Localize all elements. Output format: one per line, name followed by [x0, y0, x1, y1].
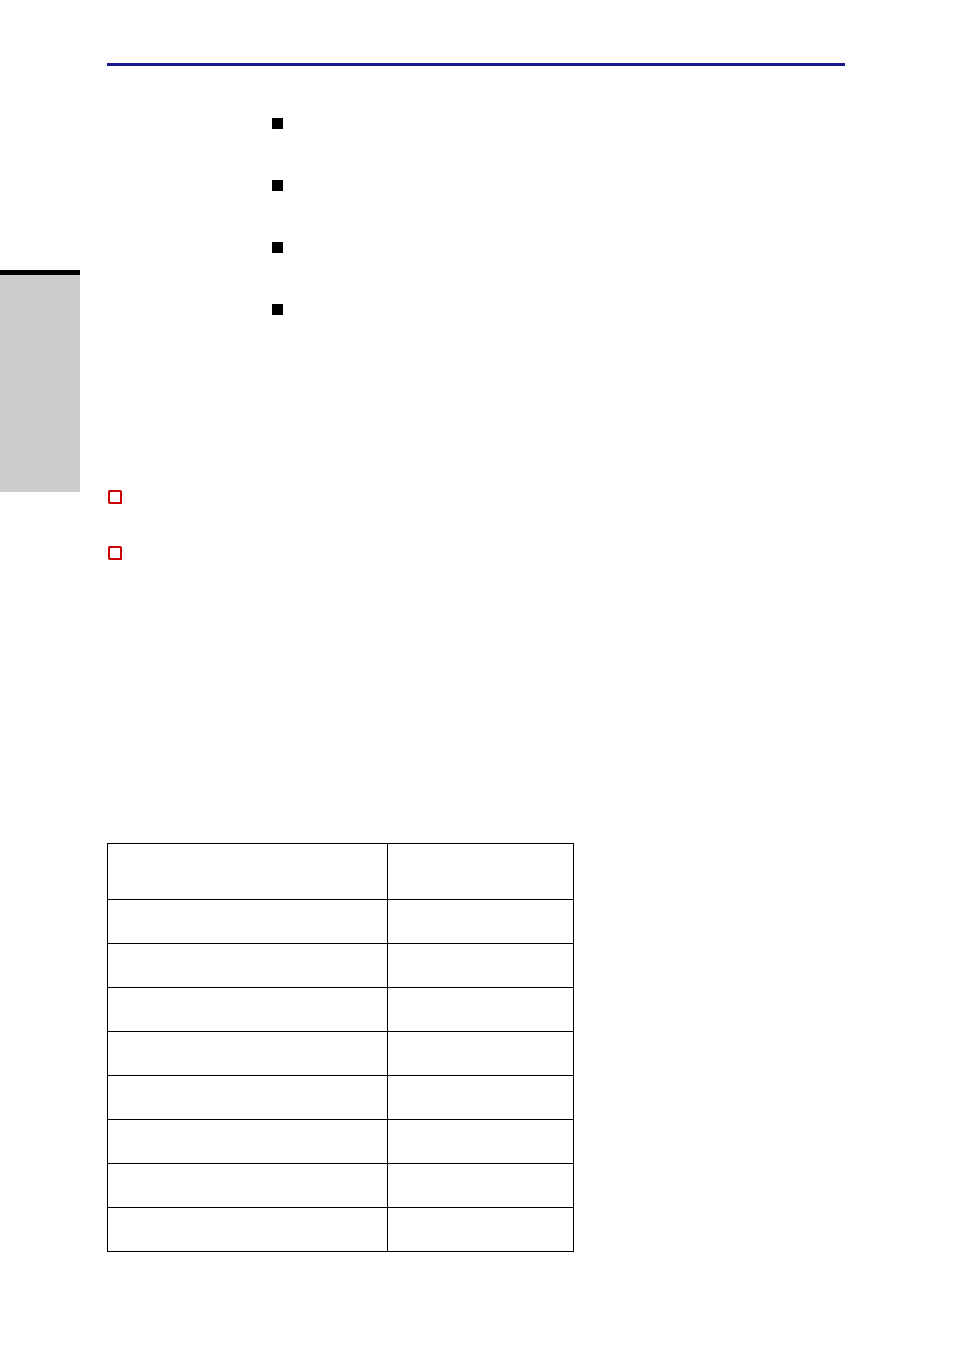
table-cell — [108, 944, 388, 988]
table-row — [108, 1164, 574, 1208]
table-row — [108, 1120, 574, 1164]
table-cell — [108, 1076, 388, 1120]
table-cell — [388, 1208, 574, 1252]
list-item — [272, 177, 283, 191]
checkbox-outline-icon — [108, 546, 122, 560]
table-row — [108, 1032, 574, 1076]
square-bullet-icon — [272, 180, 283, 191]
table-cell — [108, 1120, 388, 1164]
square-bullet-icon — [272, 304, 283, 315]
list-item — [108, 546, 122, 560]
table-cell — [108, 1032, 388, 1076]
list-item — [272, 239, 283, 253]
table-cell — [108, 988, 388, 1032]
black-bullet-list — [272, 115, 283, 363]
table-cell — [388, 844, 574, 900]
table-cell — [388, 1032, 574, 1076]
data-table — [107, 843, 574, 1252]
table-cell — [388, 1164, 574, 1208]
sidebar-tab — [0, 270, 80, 492]
table-row — [108, 844, 574, 900]
table-cell — [388, 1076, 574, 1120]
table-row — [108, 900, 574, 944]
list-item — [108, 490, 122, 504]
red-bullet-list — [108, 490, 122, 602]
table-row — [108, 988, 574, 1032]
table-cell — [388, 1120, 574, 1164]
square-bullet-icon — [272, 242, 283, 253]
header-rule — [107, 63, 845, 66]
list-item — [272, 301, 283, 315]
table-cell — [108, 844, 388, 900]
table-cell — [388, 944, 574, 988]
table-cell — [388, 988, 574, 1032]
checkbox-outline-icon — [108, 490, 122, 504]
table-row — [108, 1076, 574, 1120]
list-item — [272, 115, 283, 129]
table-cell — [108, 1208, 388, 1252]
table-cell — [108, 900, 388, 944]
table-cell — [108, 1164, 388, 1208]
table-cell — [388, 900, 574, 944]
table-row — [108, 944, 574, 988]
table-row — [108, 1208, 574, 1252]
square-bullet-icon — [272, 118, 283, 129]
